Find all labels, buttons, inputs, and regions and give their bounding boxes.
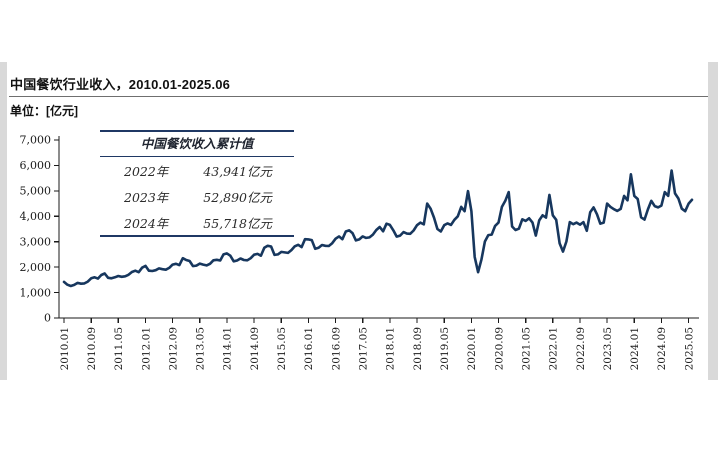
svg-text:4,000: 4,000 [20, 210, 52, 223]
svg-text:2016.01: 2016.01 [303, 327, 315, 370]
inset-row-year: 2022年 [124, 163, 169, 179]
page-edge-right [708, 62, 718, 380]
inset-row-year: 2023年 [124, 189, 169, 205]
chart-title: 中国餐饮行业收入，2010.01-2025.06 [10, 77, 231, 92]
svg-text:2014.01: 2014.01 [222, 327, 234, 370]
svg-text:2017.05: 2017.05 [358, 327, 370, 370]
svg-text:2025.05: 2025.05 [683, 327, 695, 370]
svg-text:2015.05: 2015.05 [276, 327, 288, 370]
svg-text:2,000: 2,000 [20, 261, 52, 274]
page-edge-left [0, 62, 7, 380]
svg-text:2014.09: 2014.09 [249, 327, 261, 370]
svg-text:3,000: 3,000 [20, 235, 52, 248]
svg-text:2016.09: 2016.09 [330, 327, 342, 370]
svg-text:2012.01: 2012.01 [140, 327, 152, 370]
unit-label: 单位：[亿元] [10, 104, 78, 118]
svg-text:7,000: 7,000 [20, 134, 52, 147]
svg-text:2010.09: 2010.09 [86, 327, 98, 370]
inset-table-row: 2024年 55,718亿元 [100, 209, 294, 235]
inset-table: 中国餐饮收入累计值 2022年 43,941亿元 2023年 52,890亿元 … [100, 130, 294, 237]
svg-text:2018.09: 2018.09 [412, 327, 424, 370]
inset-row-year: 2024年 [124, 215, 169, 231]
svg-text:2024.01: 2024.01 [629, 327, 641, 370]
title-divider [9, 96, 708, 97]
inset-table-row: 2023年 52,890亿元 [100, 183, 294, 209]
svg-text:2020.09: 2020.09 [493, 327, 505, 370]
svg-text:2010.01: 2010.01 [59, 327, 71, 370]
svg-text:5,000: 5,000 [20, 185, 52, 198]
svg-text:0: 0 [44, 312, 51, 325]
svg-text:2019.05: 2019.05 [439, 327, 451, 370]
svg-text:2022.01: 2022.01 [548, 327, 560, 370]
svg-text:1,000: 1,000 [20, 286, 52, 299]
svg-text:2020.01: 2020.01 [466, 327, 478, 370]
inset-row-value: 55,718亿元 [203, 215, 272, 231]
inset-table-title: 中国餐饮收入累计值 [100, 132, 294, 157]
svg-text:2022.09: 2022.09 [575, 327, 587, 370]
svg-text:2013.05: 2013.05 [195, 327, 207, 370]
inset-table-row: 2022年 43,941亿元 [100, 157, 294, 183]
svg-text:2024.09: 2024.09 [656, 327, 668, 370]
svg-text:2021.05: 2021.05 [520, 327, 532, 370]
svg-text:2018.01: 2018.01 [385, 327, 397, 370]
svg-text:2012.09: 2012.09 [167, 327, 179, 370]
svg-text:2011.05: 2011.05 [113, 327, 125, 370]
svg-text:2023.05: 2023.05 [602, 327, 614, 370]
svg-text:6,000: 6,000 [20, 159, 52, 172]
inset-row-value: 52,890亿元 [203, 189, 272, 205]
inset-row-value: 43,941亿元 [203, 163, 272, 179]
